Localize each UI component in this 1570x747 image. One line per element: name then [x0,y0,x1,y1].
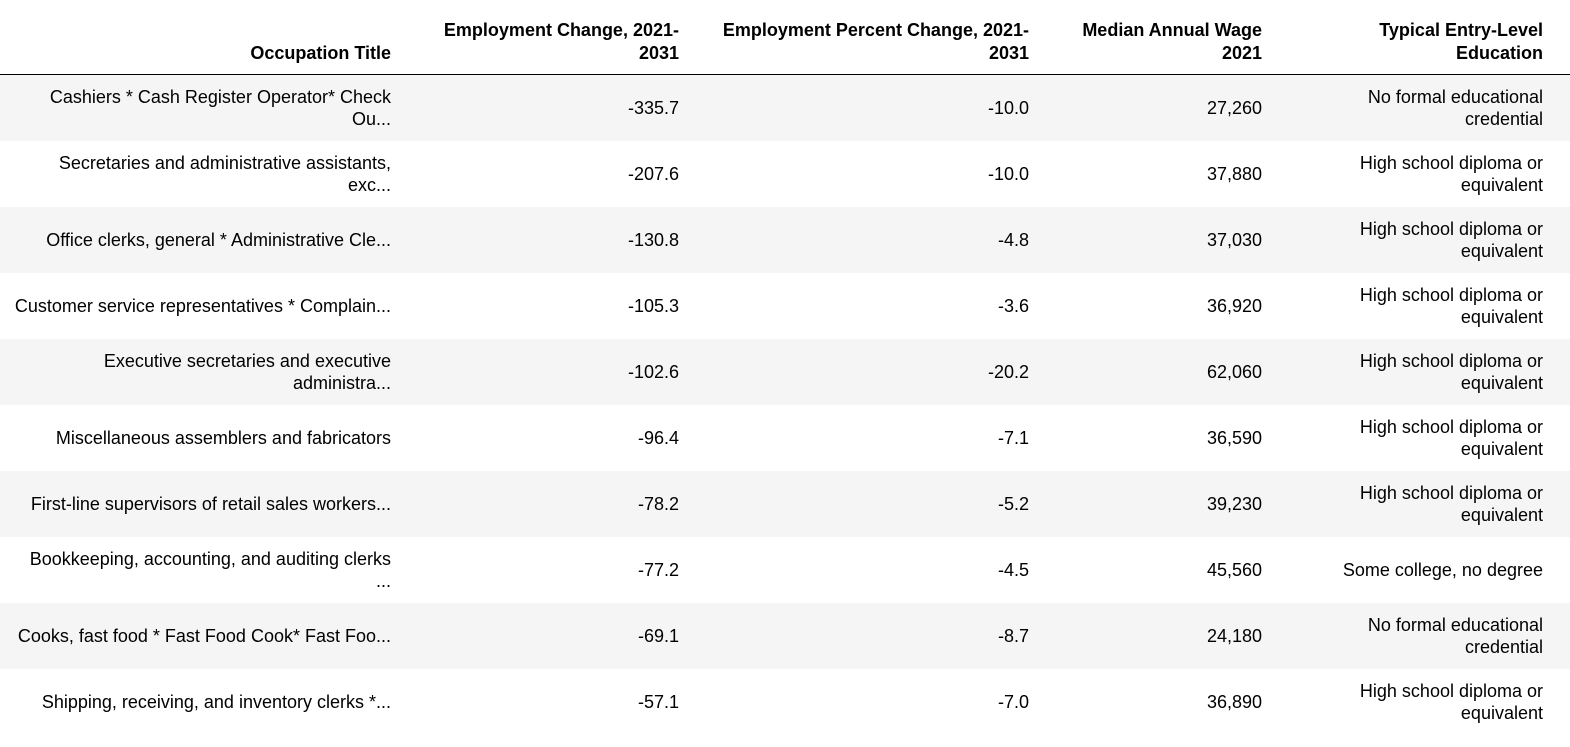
employment-change-cell: -105.3 [405,273,693,339]
occupation-title-cell: Bookkeeping, accounting, and auditing cl… [0,537,405,603]
employment-change-cell: -77.2 [405,537,693,603]
table-header: Occupation Title Employment Change, 2021… [0,0,1570,75]
table-row: Customer service representatives * Compl… [0,273,1570,339]
table-row: Cooks, fast food * Fast Food Cook* Fast … [0,603,1570,669]
occupation-title-cell: Cashiers * Cash Register Operator* Check… [0,74,405,141]
header-row: Occupation Title Employment Change, 2021… [0,0,1570,75]
employment-change-cell: -102.6 [405,339,693,405]
median-annual-wage-cell: 24,180 [1043,603,1276,669]
table-row: Bookkeeping, accounting, and auditing cl… [0,537,1570,603]
employment-change-cell: -207.6 [405,141,693,207]
median-annual-wage-cell: 36,890 [1043,669,1276,735]
occupation-title-cell: First-line supervisors of retail sales w… [0,471,405,537]
median-annual-wage-cell: 36,920 [1043,273,1276,339]
median-annual-wage-cell: 45,560 [1043,537,1276,603]
column-header-employment-change: Employment Change, 2021-2031 [405,0,693,75]
employment-change-cell: -57.1 [405,669,693,735]
employment-change-cell: -96.4 [405,405,693,471]
median-annual-wage-cell: 39,230 [1043,471,1276,537]
median-annual-wage-cell: 62,060 [1043,339,1276,405]
table-row: Shipping, receiving, and inventory clerk… [0,669,1570,735]
median-annual-wage-cell: 37,880 [1043,141,1276,207]
employment-percent-change-cell: -4.8 [693,207,1043,273]
column-header-median-annual-wage: Median Annual Wage 2021 [1043,0,1276,75]
table-body: Cashiers * Cash Register Operator* Check… [0,74,1570,735]
employment-percent-change-cell: -3.6 [693,273,1043,339]
occupation-title-cell: Shipping, receiving, and inventory clerk… [0,669,405,735]
employment-percent-change-cell: -20.2 [693,339,1043,405]
employment-percent-change-cell: -10.0 [693,141,1043,207]
entry-level-education-cell: High school diploma or equivalent [1276,339,1570,405]
column-header-occupation-title: Occupation Title [0,0,405,75]
employment-change-cell: -335.7 [405,74,693,141]
median-annual-wage-cell: 37,030 [1043,207,1276,273]
entry-level-education-cell: High school diploma or equivalent [1276,471,1570,537]
occupation-title-cell: Office clerks, general * Administrative … [0,207,405,273]
table-row: Secretaries and administrative assistant… [0,141,1570,207]
table-row: Office clerks, general * Administrative … [0,207,1570,273]
entry-level-education-cell: High school diploma or equivalent [1276,141,1570,207]
entry-level-education-cell: High school diploma or equivalent [1276,273,1570,339]
entry-level-education-cell: No formal educational credential [1276,603,1570,669]
table-row: Cashiers * Cash Register Operator* Check… [0,74,1570,141]
occupation-title-cell: Executive secretaries and executive admi… [0,339,405,405]
employment-percent-change-cell: -10.0 [693,74,1043,141]
table-row: Miscellaneous assemblers and fabricators… [0,405,1570,471]
entry-level-education-cell: Some college, no degree [1276,537,1570,603]
entry-level-education-cell: High school diploma or equivalent [1276,669,1570,735]
employment-percent-change-cell: -8.7 [693,603,1043,669]
occupation-title-cell: Cooks, fast food * Fast Food Cook* Fast … [0,603,405,669]
employment-percent-change-cell: -7.0 [693,669,1043,735]
column-header-entry-level-education: Typical Entry-Level Education [1276,0,1570,75]
occupation-title-cell: Secretaries and administrative assistant… [0,141,405,207]
occupation-title-cell: Miscellaneous assemblers and fabricators [0,405,405,471]
table-row: Executive secretaries and executive admi… [0,339,1570,405]
employment-percent-change-cell: -7.1 [693,405,1043,471]
column-header-employment-percent-change: Employment Percent Change, 2021-2031 [693,0,1043,75]
employment-change-cell: -69.1 [405,603,693,669]
entry-level-education-cell: High school diploma or equivalent [1276,207,1570,273]
occupation-title-cell: Customer service representatives * Compl… [0,273,405,339]
median-annual-wage-cell: 36,590 [1043,405,1276,471]
table-row: First-line supervisors of retail sales w… [0,471,1570,537]
employment-change-cell: -78.2 [405,471,693,537]
median-annual-wage-cell: 27,260 [1043,74,1276,141]
employment-change-cell: -130.8 [405,207,693,273]
entry-level-education-cell: High school diploma or equivalent [1276,405,1570,471]
employment-percent-change-cell: -5.2 [693,471,1043,537]
employment-percent-change-cell: -4.5 [693,537,1043,603]
entry-level-education-cell: No formal educational credential [1276,74,1570,141]
